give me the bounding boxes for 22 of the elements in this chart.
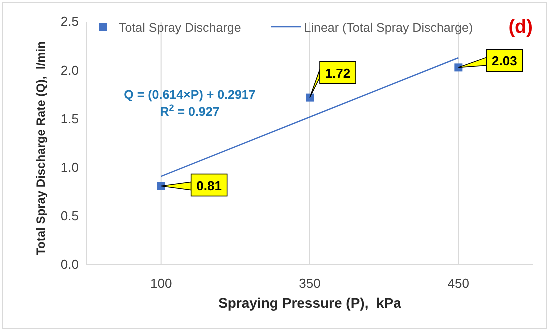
y-tick-label: 0.5 [60,208,79,224]
y-tick-label: 1.0 [60,160,79,175]
point [306,94,314,102]
x-tick-label: 350 [299,276,321,292]
y-tick-label: 2.5 [60,14,79,30]
y-axis-title: Total Spray Discharge Rate (Q), l/min [34,42,48,256]
point [454,64,463,72]
legend-label: Linear (Total Spray Discharge) [304,21,474,35]
chart-title: (d) [508,17,533,38]
legend-label: Total Spray Discharge [119,21,242,35]
data-label: 2.03 [492,54,518,69]
x-tick-label: 100 [150,276,172,292]
data-label: 1.72 [325,66,351,81]
y-tick-label: 0.0 [60,257,79,272]
x-tick-label: 450 [448,276,470,292]
annotation: R$^{2}$ = 0.927 [160,103,220,119]
annotation: Q = (0.614×P) + 0.2917 [124,88,256,102]
data-label: 0.81 [196,178,222,194]
y-tick-label: 1.5 [60,111,79,126]
x-axis-title: Spraying Pressure (P), kPa [218,295,402,311]
point [157,182,166,190]
y-tick-label: 2.0 [60,62,79,78]
